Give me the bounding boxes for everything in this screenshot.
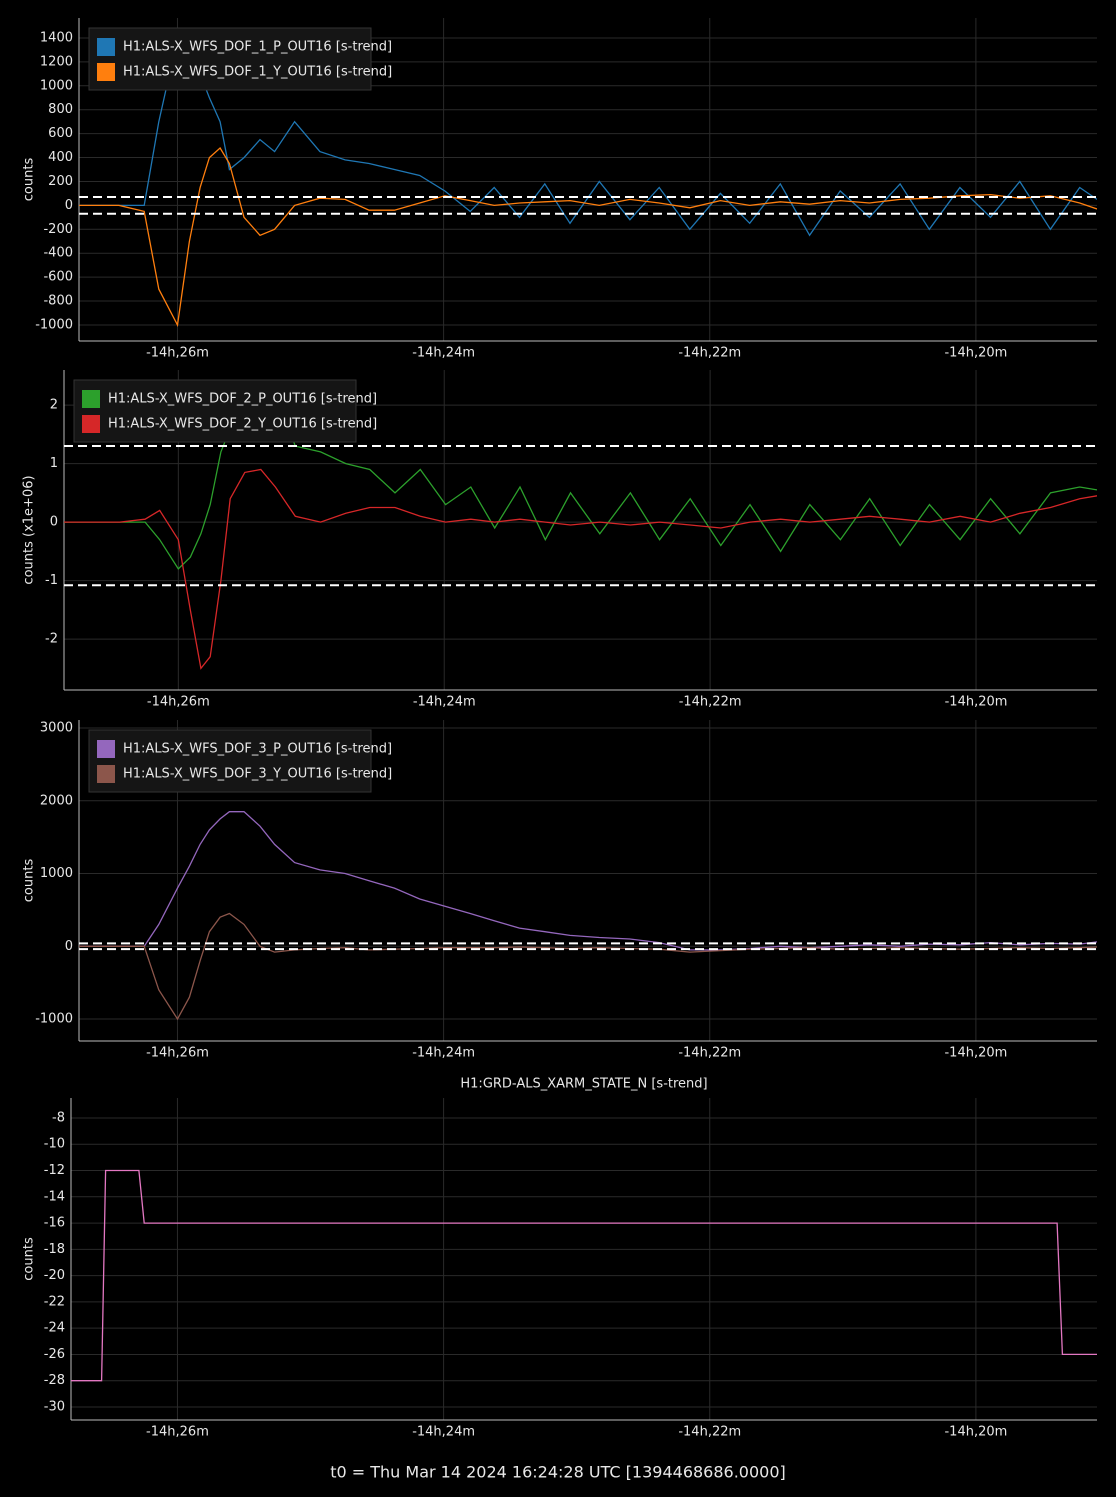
y-tick-label: -400 xyxy=(43,246,73,261)
x-tick-label: -14h,22m xyxy=(678,1425,741,1440)
y-tick-label: 1400 xyxy=(40,30,73,45)
y-axis-label: counts xyxy=(22,859,37,903)
y-axis-label: counts (x1e+06) xyxy=(22,475,37,584)
x-tick-label: -14h,24m xyxy=(413,695,476,710)
x-tick-label: -14h,22m xyxy=(678,346,741,361)
legend-label: H1:ALS-X_WFS_DOF_1_Y_OUT16 [s-trend] xyxy=(123,65,392,80)
y-tick-label: -14 xyxy=(44,1189,65,1204)
series-line xyxy=(64,468,1097,670)
series-line xyxy=(79,811,1097,951)
y-tick-label: -1000 xyxy=(35,317,73,332)
legend-box xyxy=(88,729,372,793)
legend-swatch xyxy=(97,765,115,783)
y-tick-label: 1200 xyxy=(40,54,73,69)
x-tick-label: -14h,20m xyxy=(944,1425,1007,1440)
y-tick-label: -18 xyxy=(44,1242,65,1257)
x-tick-label: -14h,24m xyxy=(412,346,475,361)
y-tick-label: -16 xyxy=(44,1216,65,1231)
y-tick-label: 1000 xyxy=(40,866,73,881)
x-tick-label: -14h,22m xyxy=(679,695,742,710)
y-tick-label: 600 xyxy=(48,126,73,141)
series-line xyxy=(79,36,1097,237)
y-tick-label: -1000 xyxy=(35,1012,73,1027)
legend-label: H1:ALS-X_WFS_DOF_2_Y_OUT16 [s-trend] xyxy=(108,417,377,432)
series-line xyxy=(79,146,1097,328)
chart-title: H1:GRD-ALS_XARM_STATE_N [s-trend] xyxy=(460,1077,707,1092)
legend-swatch xyxy=(82,415,100,433)
legend: H1:ALS-X_WFS_DOF_3_P_OUT16 [s-trend] H1:A… xyxy=(88,729,392,793)
y-tick-label: 0 xyxy=(65,939,73,954)
y-tick-label: -8 xyxy=(52,1110,65,1125)
y-tick-label: -10 xyxy=(44,1137,65,1152)
y-tick-label: 400 xyxy=(48,150,73,165)
y-tick-label: -28 xyxy=(44,1373,65,1388)
y-tick-label: -200 xyxy=(43,222,73,237)
y-tick-label: -24 xyxy=(44,1321,65,1336)
y-tick-label: 800 xyxy=(48,102,73,117)
y-tick-label: 1 xyxy=(50,456,58,471)
x-tick-label: -14h,20m xyxy=(944,346,1007,361)
series-line xyxy=(64,392,1097,570)
legend-label: H1:ALS-X_WFS_DOF_3_P_OUT16 [s-trend] xyxy=(123,742,392,757)
legend-label: H1:ALS-X_WFS_DOF_2_P_OUT16 [s-trend] xyxy=(108,392,377,407)
series-line xyxy=(71,1169,1097,1382)
y-tick-label: -30 xyxy=(44,1399,65,1414)
y-tick-label: -600 xyxy=(43,270,73,285)
x-tick-label: -14h,26m xyxy=(146,346,209,361)
y-tick-label: -1 xyxy=(45,573,58,588)
y-tick-label: -800 xyxy=(43,294,73,309)
y-axis-label: counts xyxy=(22,158,37,202)
x-tick-label: -14h,20m xyxy=(944,1046,1007,1061)
y-tick-label: -26 xyxy=(44,1347,65,1362)
x-tick-label: -14h,26m xyxy=(147,695,210,710)
x-tick-label: -14h,26m xyxy=(146,1425,209,1440)
legend-box xyxy=(88,27,372,91)
x-tick-label: -14h,24m xyxy=(412,1046,475,1061)
y-tick-label: 0 xyxy=(50,515,58,530)
legend-swatch xyxy=(82,390,100,408)
series-line xyxy=(79,912,1097,1021)
y-tick-label: 200 xyxy=(48,174,73,189)
legend: H1:ALS-X_WFS_DOF_2_P_OUT16 [s-trend] H1:A… xyxy=(73,379,377,443)
x-tick-label: -14h,22m xyxy=(678,1046,741,1061)
x-tick-label: -14h,20m xyxy=(945,695,1008,710)
y-tick-label: 2000 xyxy=(40,793,73,808)
legend-swatch xyxy=(97,740,115,758)
legend: H1:ALS-X_WFS_DOF_1_P_OUT16 [s-trend] H1:A… xyxy=(88,27,392,91)
y-axis-label: counts xyxy=(22,1237,37,1281)
y-tick-label: 3000 xyxy=(40,721,73,736)
legend-label: H1:ALS-X_WFS_DOF_1_P_OUT16 [s-trend] xyxy=(123,40,392,55)
y-tick-label: -20 xyxy=(44,1268,65,1283)
y-tick-label: 0 xyxy=(65,198,73,213)
legend-box xyxy=(73,379,357,443)
legend-label: H1:ALS-X_WFS_DOF_3_Y_OUT16 [s-trend] xyxy=(123,767,392,782)
x-tick-label: -14h,26m xyxy=(146,1046,209,1061)
footer: t0 = Thu Mar 14 2024 16:24:28 UTC [13944… xyxy=(330,1463,786,1482)
y-tick-label: 1000 xyxy=(40,78,73,93)
legend-swatch xyxy=(97,63,115,81)
y-tick-label: -2 xyxy=(45,632,58,647)
x-tick-label: -14h,24m xyxy=(412,1425,475,1440)
y-tick-label: -12 xyxy=(44,1163,65,1178)
y-tick-label: -22 xyxy=(44,1294,65,1309)
y-tick-label: 2 xyxy=(50,398,58,413)
legend-swatch xyxy=(97,38,115,56)
